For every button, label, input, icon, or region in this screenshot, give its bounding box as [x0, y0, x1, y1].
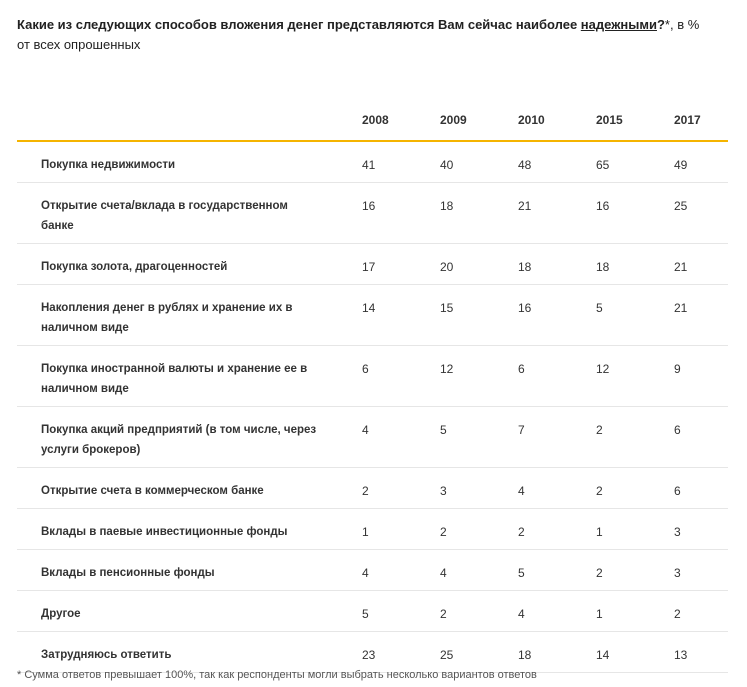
table-row: Затрудняюсь ответить 23 25 18 14 13 [17, 631, 728, 673]
cell-value: 2 [571, 467, 649, 509]
table-row: Другое 5 2 4 1 2 [17, 590, 728, 632]
survey-table: 2008 2009 2010 2015 2017 Покупка недвижи… [17, 100, 728, 673]
row-label: Открытие счета/вклада в государственном … [17, 182, 337, 244]
cell-value: 6 [649, 406, 728, 468]
cell-value: 5 [415, 406, 493, 468]
cell-value: 1 [337, 508, 415, 550]
cell-value: 2 [415, 508, 493, 550]
cell-value: 2 [337, 467, 415, 509]
cell-value: 14 [337, 284, 415, 346]
cell-value: 12 [571, 345, 649, 407]
cell-value: 14 [571, 631, 649, 673]
table-row: Открытие счета/вклада в государственном … [17, 182, 728, 244]
row-label: Покупка золота, драгоценностей [17, 243, 337, 285]
row-label: Покупка иностранной валюты и хранение ее… [17, 345, 337, 407]
cell-value: 16 [571, 182, 649, 244]
cell-value: 21 [649, 284, 728, 346]
cell-value: 5 [571, 284, 649, 346]
cell-value: 1 [571, 590, 649, 632]
cell-value: 9 [649, 345, 728, 407]
row-label: Покупка недвижимости [17, 141, 337, 183]
survey-table-container: 2008 2009 2010 2015 2017 Покупка недвижи… [17, 100, 728, 673]
title-emphasis: надежными [580, 17, 657, 32]
cell-value: 18 [415, 182, 493, 244]
cell-value: 2 [493, 508, 571, 550]
table-row: Вклады в пенсионные фонды 4 4 5 2 3 [17, 549, 728, 591]
cell-value: 1 [571, 508, 649, 550]
title-suffix: *, в % [664, 17, 700, 32]
row-label: Другое [17, 590, 337, 632]
page-title: Какие из следующих способов вложения ден… [17, 15, 732, 55]
row-label: Вклады в пенсионные фонды [17, 549, 337, 591]
cell-value: 15 [415, 284, 493, 346]
cell-value: 3 [649, 549, 728, 591]
table-row: Покупка акций предприятий (в том числе, … [17, 406, 728, 468]
cell-value: 21 [649, 243, 728, 285]
row-label: Открытие счета в коммерческом банке [17, 467, 337, 509]
table-row: Покупка недвижимости 41 40 48 65 49 [17, 141, 728, 183]
cell-value: 4 [493, 590, 571, 632]
cell-value: 3 [415, 467, 493, 509]
footnote: * Сумма ответов превышает 100%, так как … [17, 669, 537, 681]
table-row: Покупка иностранной валюты и хранение ее… [17, 345, 728, 407]
cell-value: 2 [415, 590, 493, 632]
cell-value: 6 [337, 345, 415, 407]
cell-value: 18 [493, 243, 571, 285]
cell-value: 2 [571, 406, 649, 468]
cell-value: 2 [571, 549, 649, 591]
cell-value: 6 [649, 467, 728, 509]
cell-value: 40 [415, 141, 493, 183]
row-label: Покупка акций предприятий (в том числе, … [17, 406, 337, 468]
title-subtitle: от всех опрошенных [17, 37, 141, 52]
cell-value: 65 [571, 141, 649, 183]
cell-value: 3 [649, 508, 728, 550]
cell-value: 4 [337, 406, 415, 468]
cell-value: 2 [649, 590, 728, 632]
cell-value: 17 [337, 243, 415, 285]
title-question: Какие из следующих способов вложения ден… [17, 17, 665, 32]
cell-value: 13 [649, 631, 728, 673]
cell-value: 25 [649, 182, 728, 244]
header-year: 2015 [571, 100, 649, 142]
cell-value: 18 [571, 243, 649, 285]
cell-value: 16 [337, 182, 415, 244]
row-label: Накопления денег в рублях и хранение их … [17, 284, 337, 346]
header-year: 2008 [337, 100, 415, 142]
row-label: Затрудняюсь ответить [17, 631, 337, 673]
cell-value: 20 [415, 243, 493, 285]
cell-value: 5 [493, 549, 571, 591]
cell-value: 49 [649, 141, 728, 183]
cell-value: 4 [493, 467, 571, 509]
header-year: 2017 [649, 100, 728, 142]
table-row: Вклады в паевые инвестиционные фонды 1 2… [17, 508, 728, 550]
cell-value: 21 [493, 182, 571, 244]
cell-value: 48 [493, 141, 571, 183]
cell-value: 16 [493, 284, 571, 346]
table-row: Накопления денег в рублях и хранение их … [17, 284, 728, 346]
table-row: Покупка золота, драгоценностей 17 20 18 … [17, 243, 728, 285]
header-label-cell [17, 100, 337, 142]
cell-value: 18 [493, 631, 571, 673]
cell-value: 4 [337, 549, 415, 591]
cell-value: 23 [337, 631, 415, 673]
cell-value: 6 [493, 345, 571, 407]
cell-value: 4 [415, 549, 493, 591]
cell-value: 7 [493, 406, 571, 468]
cell-value: 25 [415, 631, 493, 673]
header-year: 2009 [415, 100, 493, 142]
cell-value: 12 [415, 345, 493, 407]
cell-value: 41 [337, 141, 415, 183]
cell-value: 5 [337, 590, 415, 632]
row-label: Вклады в паевые инвестиционные фонды [17, 508, 337, 550]
header-year: 2010 [493, 100, 571, 142]
table-row: Открытие счета в коммерческом банке 2 3 … [17, 467, 728, 509]
table-header-row: 2008 2009 2010 2015 2017 [17, 100, 728, 142]
